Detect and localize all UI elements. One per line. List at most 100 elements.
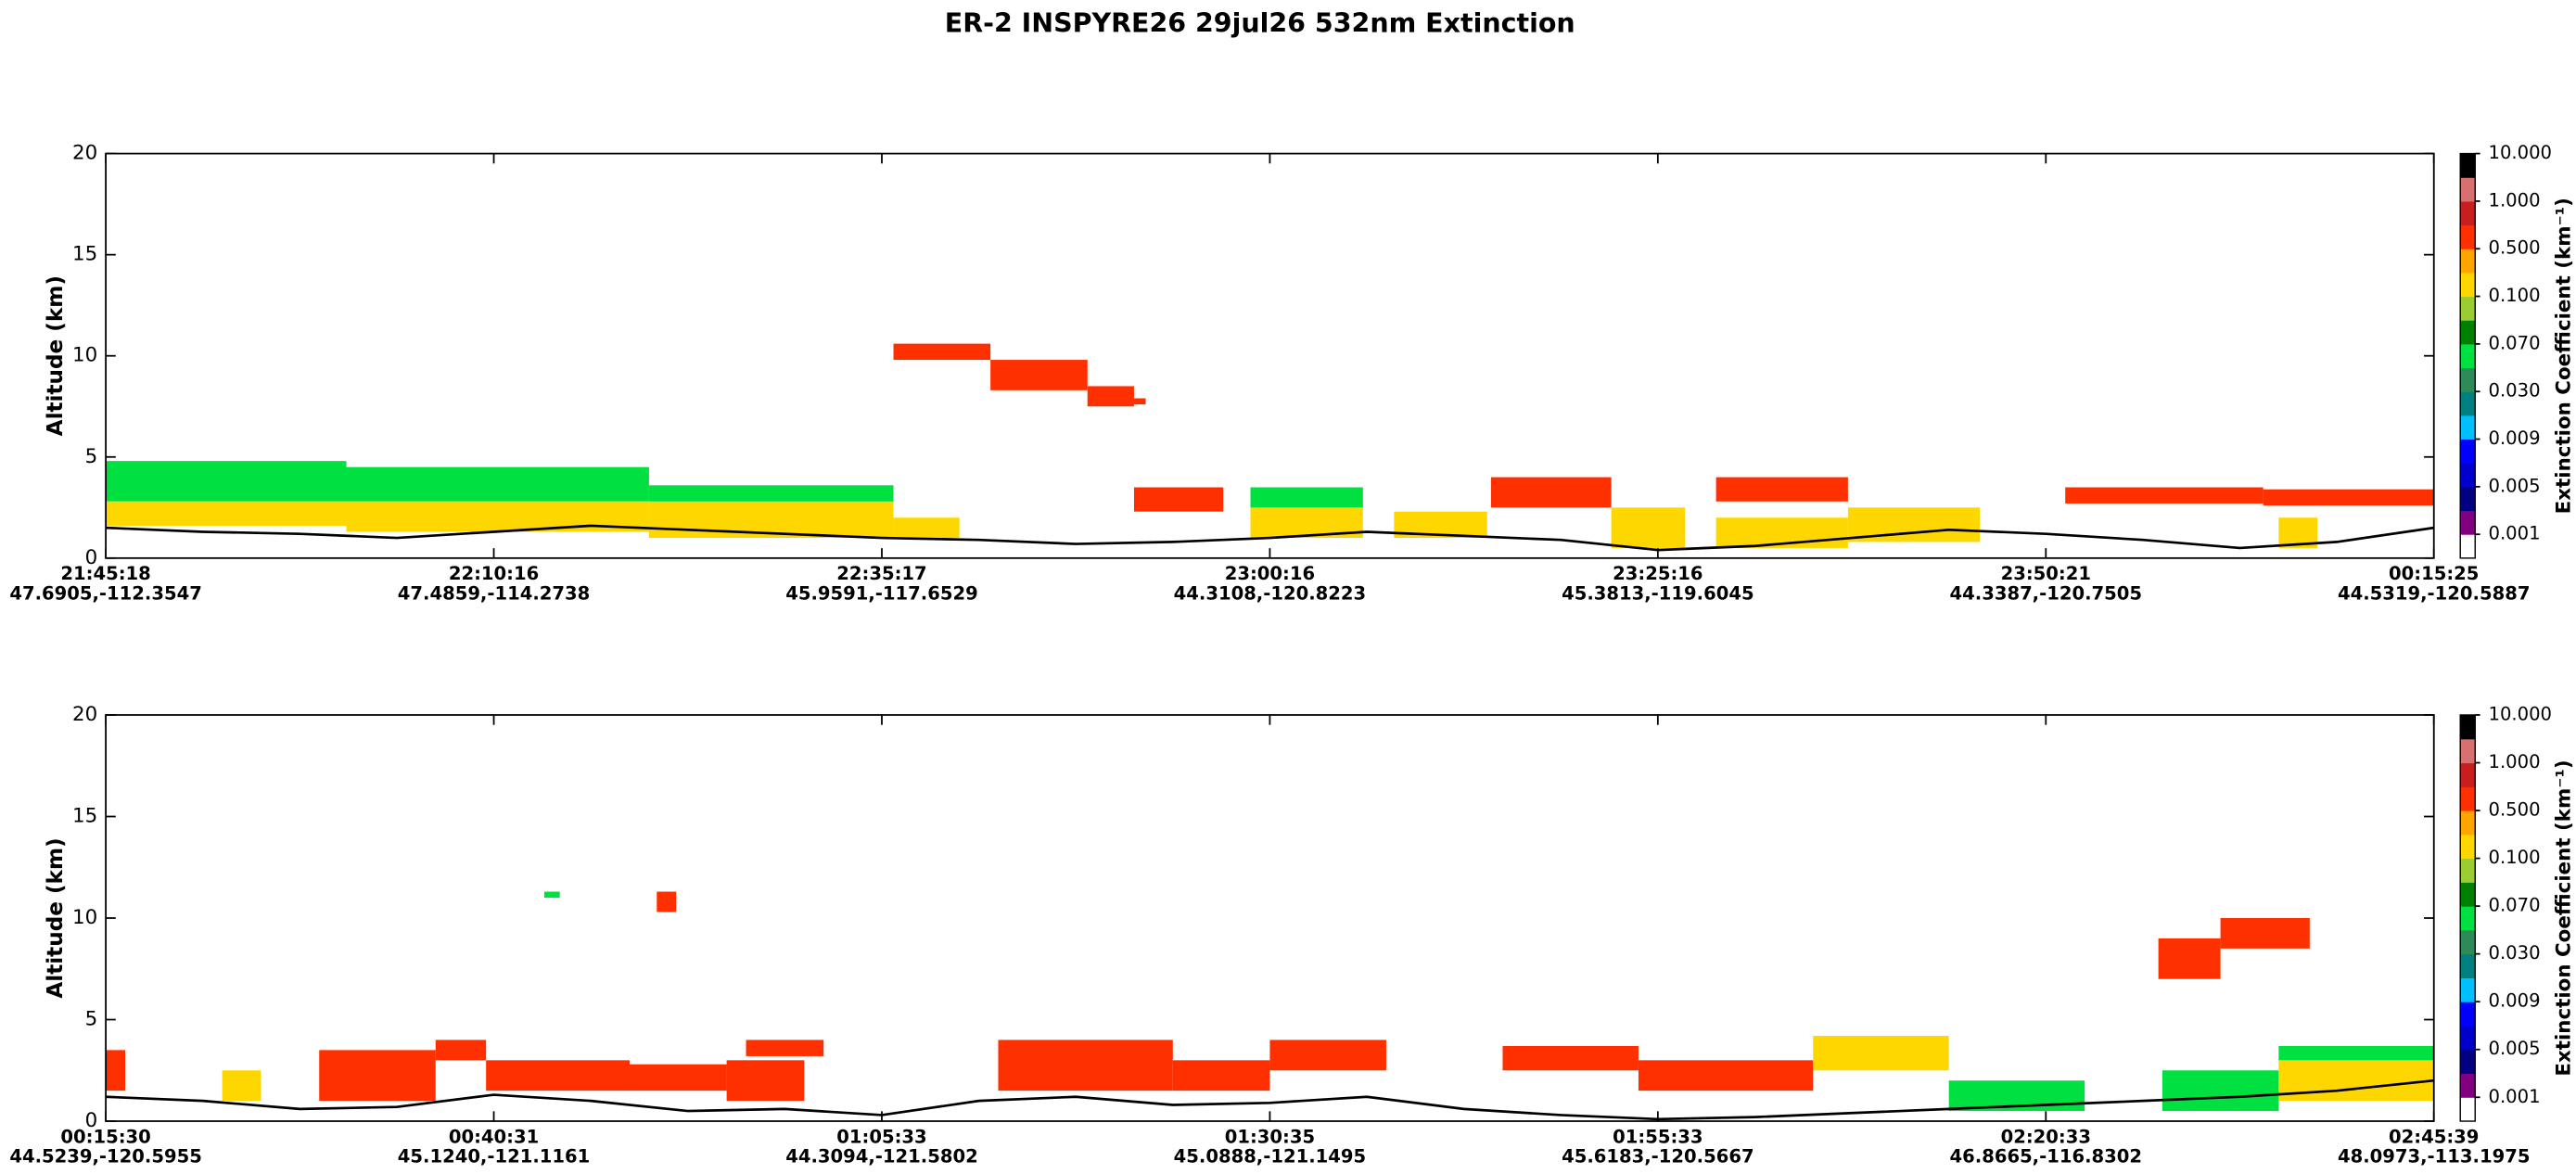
x-tick-location: 48.0973,-113.1975 <box>2338 1146 2531 1168</box>
extinction-cell <box>2263 489 2434 506</box>
x-tick-location: 47.4859,-114.2738 <box>398 583 591 605</box>
y-tick-label: 10 <box>72 344 97 367</box>
extinction-cell <box>998 1040 1173 1091</box>
colorbar-bin <box>2460 296 2476 321</box>
extinction-cell <box>1133 398 1146 405</box>
extinction-cell <box>1087 386 1134 407</box>
surface-line <box>106 524 2434 552</box>
y-tick-label: 15 <box>72 805 97 828</box>
extinction-cell <box>1715 477 1848 502</box>
extinction-cell <box>2065 487 2264 504</box>
colorbar-bin <box>2460 1025 2476 1051</box>
surface-line <box>106 1078 2434 1121</box>
extinction-cell <box>543 891 560 899</box>
x-tick-location: 45.0888,-121.1495 <box>1174 1146 1367 1168</box>
colorbar-tick-label: 0.070 <box>2488 332 2540 353</box>
colorbar-bin <box>2460 415 2476 440</box>
extinction-cell <box>2158 938 2221 979</box>
colorbar-bin <box>2460 224 2476 249</box>
extinction-cell <box>726 1060 805 1102</box>
y-tick-label: 10 <box>72 906 97 929</box>
extinction-cell <box>893 343 991 361</box>
colorbar-bin <box>2460 762 2476 787</box>
figure-title: ER-2 INSPYRE26 29jul26 532nm Extinction <box>945 8 1575 39</box>
colorbar-bin <box>2460 977 2476 1002</box>
colorbar-bin <box>2460 906 2476 931</box>
y-tick-label: 5 <box>85 1008 98 1031</box>
extinction-cell <box>2162 1070 2279 1112</box>
y-tick-label: 0 <box>85 1109 98 1132</box>
y-tick-label: 20 <box>72 142 97 165</box>
extinction-cell <box>1638 1060 1814 1091</box>
colorbar-bin <box>2460 439 2476 464</box>
extinction-cell <box>486 1060 630 1091</box>
colorbar-bin <box>2460 858 2476 883</box>
x-tick-location: 45.3813,-119.6045 <box>1562 583 1754 605</box>
x-tick-label: 01:30:35 <box>1225 1126 1315 1147</box>
y-tick-label: 5 <box>85 445 98 468</box>
colorbar-tick-label: 0.100 <box>2488 285 2540 306</box>
colorbar-tick-label: 0.005 <box>2488 1038 2540 1059</box>
x-tick-label: 23:50:21 <box>2001 563 2091 584</box>
extinction-cell <box>648 501 894 539</box>
extinction-cell <box>1490 477 1612 508</box>
colorbar-bin <box>2460 510 2476 535</box>
colorbar-bin <box>2460 486 2476 512</box>
x-tick-label: 21:45:18 <box>60 563 150 584</box>
x-tick-label: 01:05:33 <box>836 1126 926 1147</box>
colorbar-bin <box>2460 1002 2476 1027</box>
colorbar-tick-label: 0.001 <box>2488 1086 2540 1107</box>
x-tick-location: 46.8665,-116.8302 <box>1950 1146 2143 1168</box>
x-tick-location: 45.9591,-117.6529 <box>785 583 978 605</box>
x-tick-label: 22:10:16 <box>449 563 539 584</box>
colorbar-label: Extinction Coefficient (km⁻¹) <box>2552 198 2575 514</box>
colorbar-tick-label: 1.000 <box>2488 751 2540 772</box>
colorbar-label: Extinction Coefficient (km⁻¹) <box>2552 759 2575 1076</box>
extinction-cell <box>106 461 347 502</box>
extinction-cell <box>657 891 677 912</box>
x-tick-location: 45.1240,-121.1161 <box>398 1146 591 1168</box>
x-tick-location: 44.3108,-120.8223 <box>1174 583 1367 605</box>
colorbar-bin <box>2460 1097 2476 1122</box>
x-tick-label: 23:25:16 <box>1613 563 1702 584</box>
extinction-cell <box>2278 1045 2434 1061</box>
colorbar-bin <box>2460 534 2476 559</box>
x-tick-label: 00:15:30 <box>60 1126 150 1147</box>
extinction-cell <box>106 1050 126 1091</box>
colorbar-bin <box>2460 738 2476 764</box>
colorbar-bin <box>2460 272 2476 298</box>
colorbar-tick-label: 0.009 <box>2488 990 2540 1012</box>
extinction-cell <box>629 1064 727 1091</box>
x-tick-label: 02:45:39 <box>2389 1126 2479 1147</box>
colorbar-frame <box>2459 152 2476 559</box>
extinction-cell <box>1269 1040 1386 1071</box>
colorbar-bin <box>2460 367 2476 392</box>
extinction-cell <box>746 1040 824 1056</box>
extinction-cell <box>1133 487 1224 512</box>
colorbar-bin <box>2460 320 2476 345</box>
colorbar-tick-label: 0.030 <box>2488 380 2540 402</box>
extinction-cell <box>106 501 347 526</box>
colorbar-bin <box>2460 177 2476 202</box>
colorbar-bin <box>2460 810 2476 836</box>
y-tick-label: 15 <box>72 243 97 266</box>
colorbar-bin <box>2460 153 2476 178</box>
x-tick-label: 01:55:33 <box>1613 1126 1702 1147</box>
colorbar-tick-label: 0.030 <box>2488 942 2540 963</box>
x-tick-label: 02:20:33 <box>2001 1126 2091 1147</box>
colorbar-bin <box>2460 953 2476 978</box>
colorbar-tick-label: 0.009 <box>2488 427 2540 449</box>
colorbar-bin <box>2460 200 2476 226</box>
colorbar-frame <box>2459 714 2476 1122</box>
x-tick-location: 44.3094,-121.5802 <box>785 1146 978 1168</box>
extinction-cell <box>435 1040 487 1061</box>
colorbar-tick-label: 0.001 <box>2488 523 2540 544</box>
extinction-cell <box>1813 1036 1949 1071</box>
colorbar-bin <box>2460 1049 2476 1075</box>
colorbar-tick-label: 10.000 <box>2488 703 2552 724</box>
x-tick-label: 22:35:17 <box>836 563 926 584</box>
extinction-cell <box>2220 918 2310 949</box>
colorbar-bin <box>2460 882 2476 907</box>
extinction-cell <box>1611 507 1686 548</box>
